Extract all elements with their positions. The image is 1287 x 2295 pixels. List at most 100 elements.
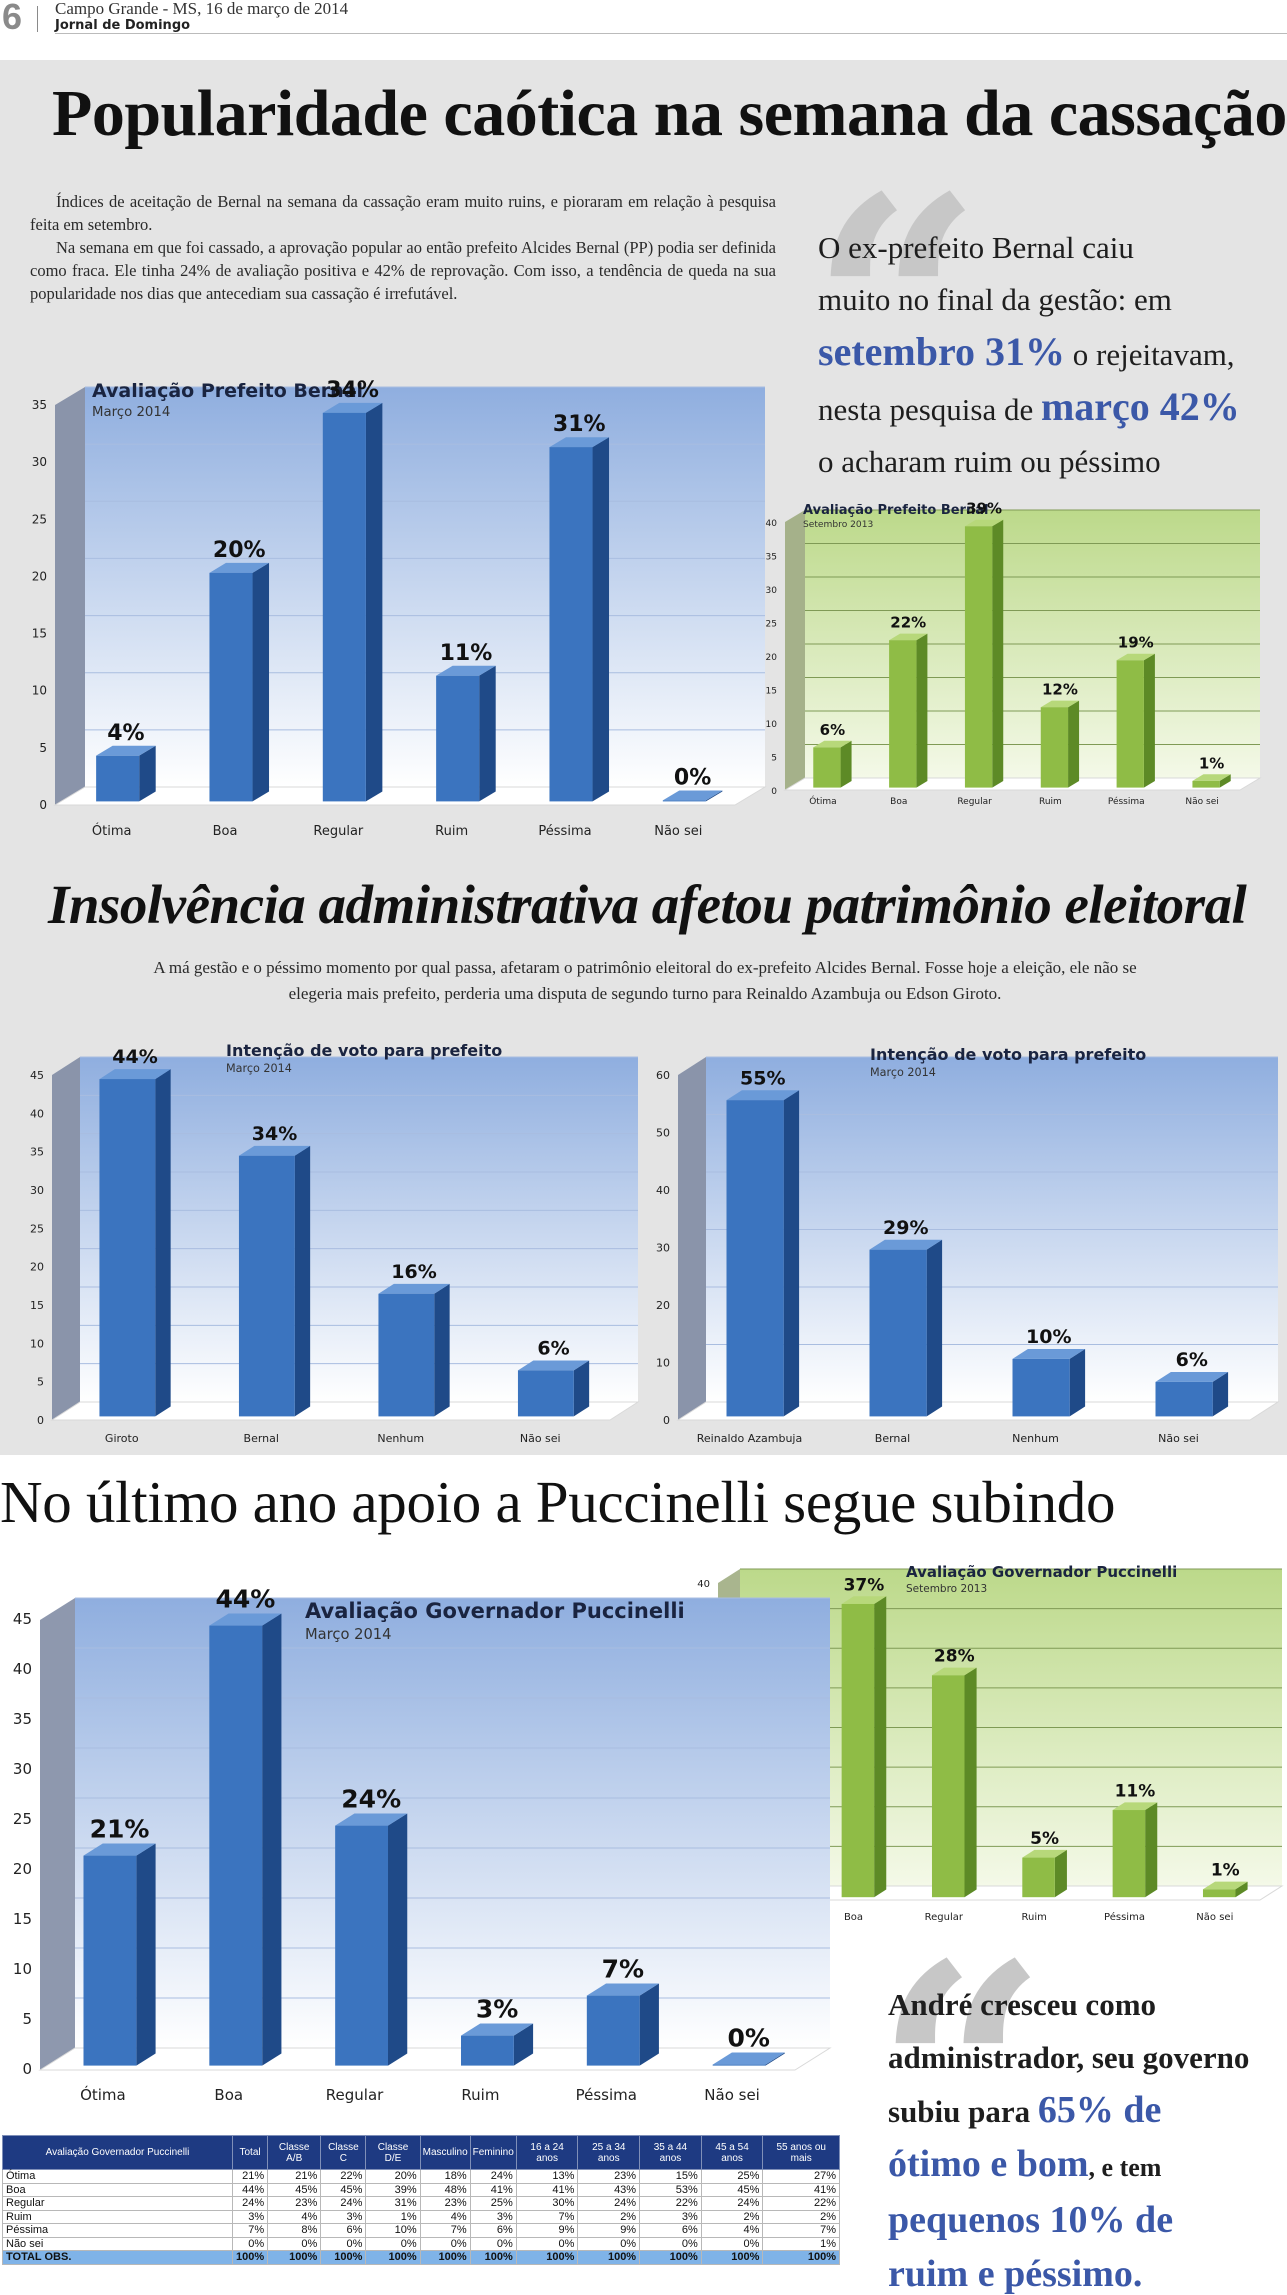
table-body: Ótima 21% 21% 22% 20% 18% 24% 13% 23% 15% 25% 27% Bo… (2, 2169, 840, 2265)
table-cell: 100% (267, 2250, 322, 2265)
chart-bar-front (889, 640, 917, 788)
chart-floor (38, 2047, 832, 2071)
chart-bar-front (238, 1155, 295, 1417)
table-cell: 41% (762, 2182, 840, 2197)
chart-y-tick-label: 10 (32, 684, 47, 698)
table-header-row: Avaliação Governador Puccinelli Total Clas… (2, 2135, 840, 2170)
chart-data-label: 28% (934, 1647, 975, 1667)
table-cell: 24% (469, 2169, 517, 2184)
table-cell: 3% (231, 2209, 269, 2224)
chart-bar-front (1112, 1810, 1146, 1898)
chart-category-label: Não sei (520, 1432, 561, 1445)
chart-y-tick-label: 40 (697, 1579, 710, 1590)
chart-floor (676, 1401, 1280, 1421)
table-cell: 21% (231, 2169, 269, 2184)
table-cell: 2% (762, 2209, 840, 2224)
table-column-header: Classe C (320, 2135, 367, 2170)
chart-y-tick-label: 0 (22, 2060, 32, 2078)
chart-bar-side (1054, 1849, 1067, 1898)
table-cell: Ótima (2, 2169, 233, 2184)
chart-category-label: Giroto (105, 1432, 139, 1445)
chart-bar-front (1192, 780, 1220, 788)
section1-paragraph-2: Na semana em que foi cassado, a aprovaçã… (30, 238, 776, 303)
chart-bar-front (378, 1293, 435, 1417)
header-rule (55, 33, 1287, 34)
chart-category-label: Não sei (1185, 797, 1218, 807)
chart-data-label: 16% (391, 1261, 436, 1283)
chart-data-label: 44% (112, 1046, 157, 1068)
table-cell: 41% (515, 2182, 579, 2197)
chart-bar-n-o-sei (662, 790, 723, 802)
table-cell: 3% (469, 2209, 517, 2224)
table-cell: 53% (639, 2182, 702, 2197)
quote2-line6: ruim e péssimo. (888, 2248, 1287, 2295)
chart-y-tick-label: 15 (32, 627, 47, 641)
chart-category-label: Péssima (1104, 1911, 1145, 1923)
chart-y-tick-label: 25 (32, 512, 47, 526)
chart-y-tick-label: 5 (22, 2010, 32, 2028)
table-cell: 100% (365, 2250, 421, 2265)
chart-y-tick-label: 20 (656, 1299, 670, 1312)
chart-data-label: 1% (1211, 1861, 1240, 1881)
table-cell: 24% (700, 2196, 764, 2211)
chart-y-tick-label: 10 (13, 1960, 32, 1978)
chart-y-tick-label: 30 (30, 1184, 44, 1197)
chart-bar-front (1040, 707, 1069, 788)
chart-side-wall (55, 387, 85, 805)
chart-bar-side (1235, 1881, 1248, 1898)
chart-bar-n-o-sei (1202, 1881, 1248, 1898)
chart-bar-side (964, 1667, 977, 1898)
table-cell: 21% (267, 2169, 322, 2184)
chart-category-label: Péssima (538, 824, 591, 839)
table-cell: Ruim (2, 2209, 233, 2224)
table-cell: 48% (419, 2182, 471, 2197)
chart-subtitle: Março 2014 (870, 1066, 936, 1079)
chart-bar-top (586, 1983, 659, 1996)
table-cell: 6% (639, 2223, 702, 2238)
section2-intro: A má gestão e o péssimo momento por qual… (20, 955, 1270, 1007)
chart-bar-side (705, 790, 723, 802)
chart-category-label: Bernal (244, 1432, 279, 1445)
chart-bar-side (1145, 1802, 1158, 1898)
table-column-header: Classe D/E (365, 2135, 421, 2170)
table-cell: 0% (639, 2236, 702, 2251)
quote1-line4-pre: nesta pesquisa de (818, 392, 1041, 427)
chart-data-label: 1% (1199, 754, 1224, 772)
chart-data-label: 44% (215, 1585, 275, 1614)
chart-intencao-azambuja: 0 10 20 30 40 50 60 Intenção de voto para prefe… (640, 1030, 1287, 1450)
chart-category-label: Péssima (576, 2086, 637, 2104)
puccinelli-breakdown-table: Avaliação Governador Puccinelli Total Clas… (2, 2135, 840, 2265)
table-column-header: 35 a 44 anos (639, 2135, 702, 2170)
chart-bar-top (1012, 1349, 1086, 1359)
chart-bar-boa (209, 1613, 282, 2066)
table-cell: Péssima (2, 2223, 233, 2238)
chart-bar-side (479, 665, 496, 802)
chart-category-label: Boa (890, 797, 907, 807)
chart-y-tick-label: 35 (13, 1710, 32, 1728)
chart-bar-top (869, 1239, 943, 1250)
chart-y-tick-label: 10 (30, 1337, 44, 1350)
chart-y-tick-label: 10 (766, 720, 778, 730)
chart-data-label: 29% (883, 1217, 928, 1239)
chart-y-tick-label: 50 (656, 1127, 670, 1140)
chart-bar-top (96, 745, 156, 756)
page-number: 6 (2, 0, 23, 37)
chart-y-tick-label: 30 (766, 586, 778, 596)
quote1-line5: o acharam ruim ou péssimo (818, 444, 1161, 479)
chart-bar-side (874, 1596, 887, 1898)
chart-y-tick-label: 35 (30, 1146, 44, 1159)
quote2-line4: ótimo e bom, e tem (888, 2138, 1287, 2194)
table-cell: 1% (762, 2236, 840, 2251)
chart-bar-front (586, 1995, 640, 2066)
table-cell: 6% (469, 2223, 517, 2238)
chart-y-tick-label: 5 (771, 754, 777, 764)
chart-bar-side (573, 1360, 590, 1417)
table-column-header: 16 a 24 anos (515, 2135, 579, 2170)
chart-category-label: Reinaldo Azambuja (697, 1432, 802, 1445)
chart-data-label: 34% (252, 1123, 297, 1145)
table-cell: 22% (320, 2169, 367, 2184)
chart-bar-front (209, 1625, 263, 2066)
chart-bar-side (1068, 700, 1080, 788)
chart-bar-top (964, 519, 1004, 527)
chart-bar-side (840, 740, 852, 788)
